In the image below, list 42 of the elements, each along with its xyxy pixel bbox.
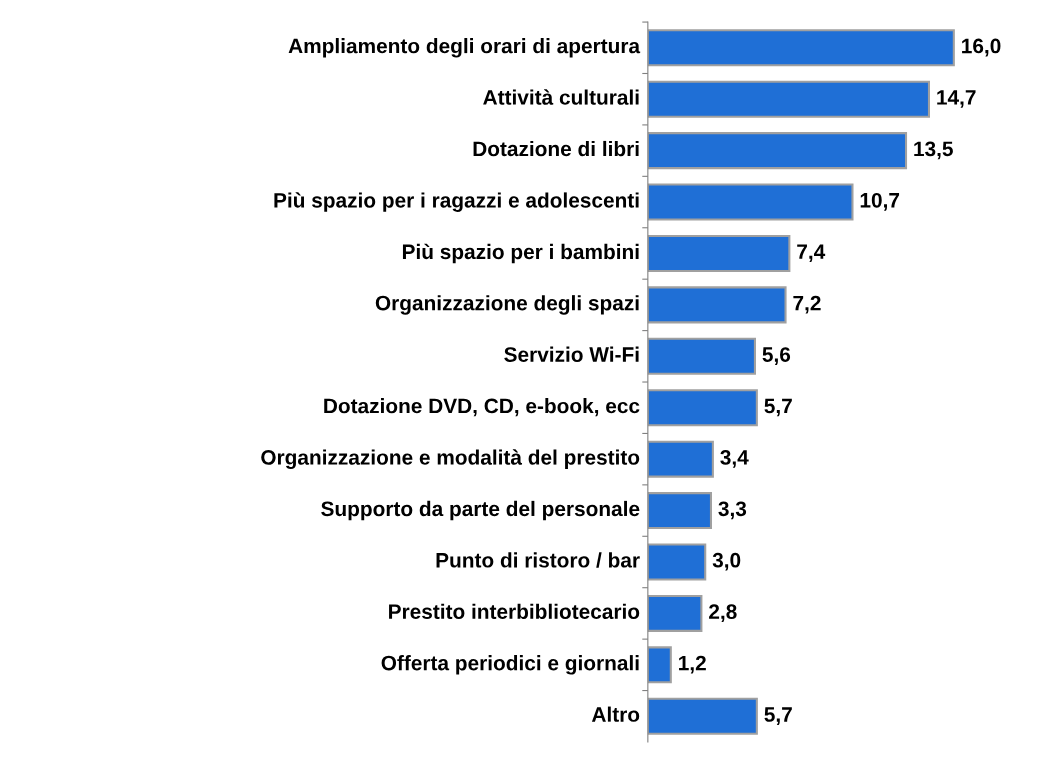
data-label: 3,4	[720, 449, 749, 468]
y-tick-label: Altro	[591, 706, 640, 722]
y-tick-label: Organizzazione degli spazi	[375, 295, 639, 315]
data-label: 14,7	[937, 90, 976, 108]
y-tick-label: Organizzazione e modalità del prestito	[261, 449, 640, 469]
data-label: 10,7	[860, 192, 900, 211]
bar	[647, 697, 758, 735]
y-tick-label: Supporto da parte del personale	[321, 500, 640, 521]
bar	[647, 80, 931, 118]
bar	[647, 594, 703, 632]
y-tick-label: Attività culturali	[483, 89, 639, 105]
y-tick-label: Offerta periodici e giornali	[381, 655, 639, 675]
data-label: 7,2	[793, 295, 821, 314]
bar	[647, 29, 955, 67]
bar	[647, 234, 791, 272]
bar	[647, 183, 854, 221]
data-label: 16,0	[962, 38, 1001, 57]
bar	[647, 646, 672, 684]
bar	[647, 543, 707, 581]
bar	[647, 389, 758, 427]
data-label: 5,7	[764, 398, 792, 417]
data-label: 1,2	[679, 655, 706, 674]
y-tick-label: Prestito interbibliotecario	[389, 603, 640, 620]
data-label: 3,0	[712, 552, 741, 571]
data-label: 13,5	[914, 141, 953, 160]
bar	[647, 440, 714, 478]
data-label: 2,8	[709, 604, 737, 623]
bar	[647, 286, 787, 324]
data-label: 5,6	[762, 347, 791, 365]
data-label: 3,3	[718, 501, 747, 520]
y-tick-label: Dotazione DVD, CD, e-book, ecc	[324, 398, 640, 417]
data-label: 7,4	[797, 244, 826, 263]
bar	[647, 132, 908, 170]
y-tick-label: Dotazione di libri	[473, 140, 639, 157]
y-tick-label: Più spazio per i ragazzi e adolescenti	[274, 192, 639, 212]
y-tick-label: Ampliamento degli orari di apertura	[288, 38, 641, 58]
y-tick-label: Più spazio per i bambini	[402, 243, 639, 264]
data-label: 5,7	[764, 707, 792, 725]
bar	[647, 492, 712, 530]
y-tick-label: Servizio Wi-Fi	[504, 346, 639, 362]
y-tick-label: Punto di ristoro / bar	[436, 552, 640, 568]
bar	[647, 337, 756, 375]
